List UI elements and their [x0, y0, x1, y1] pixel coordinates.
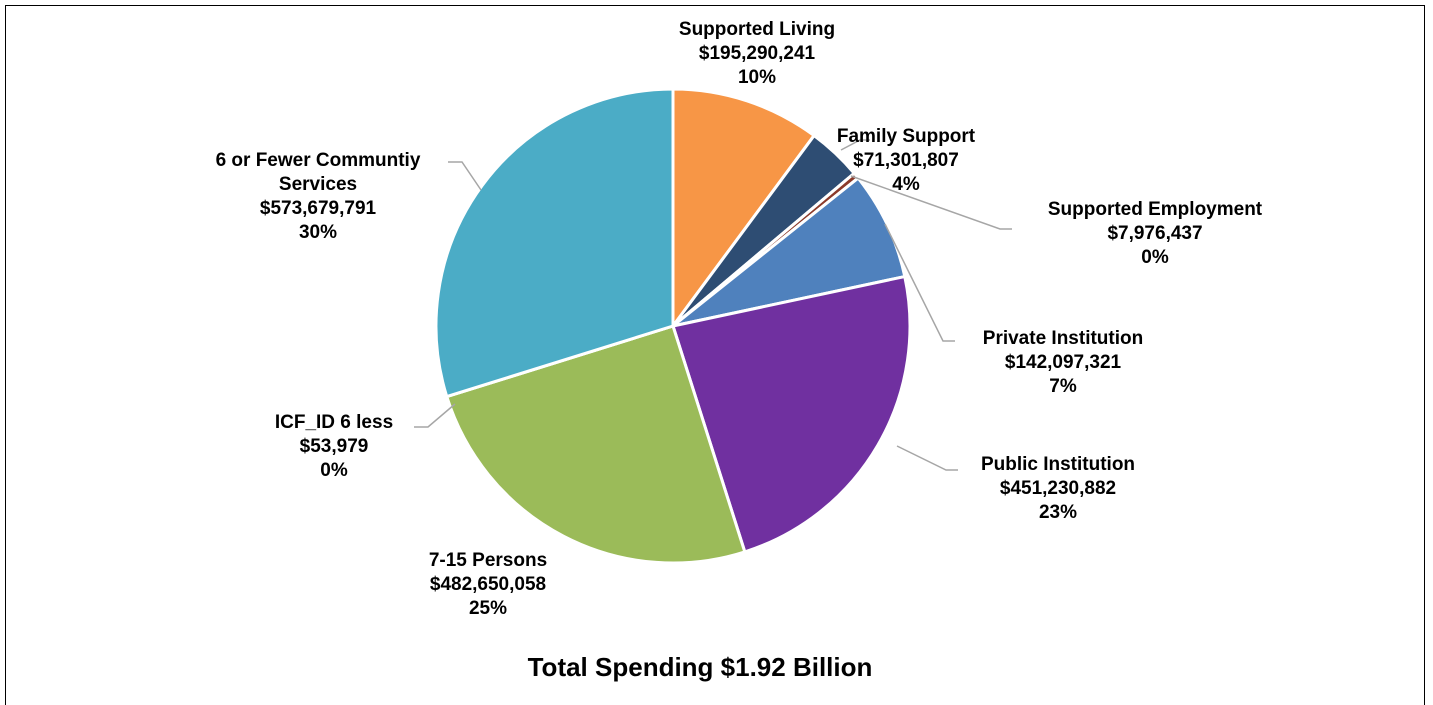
slice-label: Supported Employment $7,976,437 0% — [1048, 199, 1263, 268]
slice-label-line: Supported Employment — [1048, 199, 1263, 220]
leader-line — [414, 403, 456, 428]
leader-line — [884, 223, 955, 342]
slice-label-line: Public Institution — [981, 454, 1135, 475]
slice-label-line: 23% — [1039, 502, 1077, 523]
slice-label: Supported Living $195,290,241 10% — [679, 19, 835, 88]
slice-label-line: 7-15 Persons — [429, 550, 547, 571]
slice-label-line: $7,976,437 — [1107, 223, 1202, 244]
slice-label: 6 or Fewer Communtiy Services $573,679,791… — [216, 150, 421, 243]
slice-label: Family Support $71,301,807 4% — [837, 126, 976, 195]
slice-labels: Supported Living $195,290,241 10% Family Su… — [216, 19, 1263, 619]
slice-label: ICF_ID 6 less $53,979 0% — [275, 412, 393, 481]
pie-slice — [445, 324, 747, 565]
chart-title: Total Spending $1.92 Billion — [528, 652, 873, 682]
slice-label: Private Institution $142,097,321 7% — [983, 328, 1143, 397]
pie-slices — [434, 87, 912, 565]
slice-label-line: $573,679,791 — [260, 198, 377, 219]
pie-slice — [434, 87, 675, 399]
pie-slice — [671, 275, 912, 554]
slice-label-line: 25% — [469, 598, 507, 619]
slice-label-line: $53,979 — [300, 436, 369, 457]
slice-label-line: Services — [279, 174, 357, 195]
slice-label-line: 30% — [299, 222, 337, 243]
leader-line — [448, 161, 482, 191]
leader-line — [896, 445, 958, 471]
slice-label-line: 10% — [738, 67, 776, 88]
slice-label-line: $142,097,321 — [1005, 352, 1122, 373]
leader-line — [850, 175, 1012, 230]
slice-label-line: ICF_ID 6 less — [275, 412, 393, 433]
slice-label-line: 0% — [320, 460, 348, 481]
slice-label-line: 0% — [1141, 247, 1169, 268]
slice-label-line: $195,290,241 — [699, 43, 816, 64]
slice-label-line: Family Support — [837, 126, 976, 147]
slice-label-line: Private Institution — [983, 328, 1143, 349]
slice-label-line: 4% — [892, 174, 920, 195]
slice-label: Public Institution $451,230,882 23% — [981, 454, 1135, 523]
slice-label-line: $71,301,807 — [853, 150, 959, 171]
slice-label: 7-15 Persons $482,650,058 25% — [429, 550, 547, 619]
slice-label-line: $451,230,882 — [1000, 478, 1116, 499]
slice-label-line: $482,650,058 — [430, 574, 546, 595]
slice-label-line: 7% — [1049, 376, 1077, 397]
leader-lines — [414, 139, 1012, 471]
pie-slice — [671, 87, 816, 328]
slice-label-line: 6 or Fewer Communtiy — [216, 150, 421, 171]
leader-line — [840, 139, 870, 151]
slice-label-line: Supported Living — [679, 19, 835, 40]
